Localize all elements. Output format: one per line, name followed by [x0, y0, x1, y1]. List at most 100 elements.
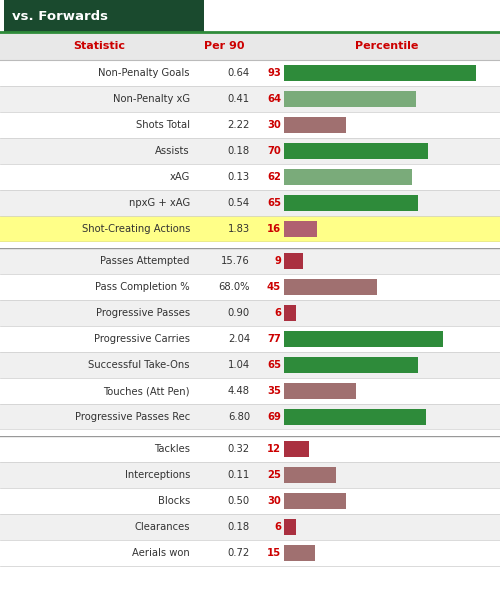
Bar: [284, 441, 308, 457]
Bar: [284, 65, 476, 81]
Text: Clearances: Clearances: [134, 522, 190, 532]
Text: 0.18: 0.18: [228, 522, 250, 532]
Text: Progressive Passes: Progressive Passes: [96, 308, 190, 318]
Bar: [284, 169, 412, 185]
Text: Successful Take-Ons: Successful Take-Ons: [88, 360, 190, 370]
Text: 16: 16: [267, 224, 281, 234]
Bar: [0, 274, 500, 300]
Bar: [284, 519, 296, 535]
Text: 2.04: 2.04: [228, 334, 250, 344]
Text: npxG + xAG: npxG + xAG: [129, 198, 190, 208]
Bar: [284, 383, 356, 399]
Text: 4.48: 4.48: [228, 386, 250, 396]
Text: Blocks: Blocks: [158, 496, 190, 506]
Bar: [284, 331, 442, 347]
Bar: [0, 514, 500, 540]
Text: 64: 64: [267, 94, 281, 104]
Bar: [0, 378, 500, 404]
Bar: [284, 493, 346, 509]
Bar: [0, 164, 500, 190]
Text: 35: 35: [267, 386, 281, 396]
Bar: [284, 279, 376, 295]
Bar: [0, 112, 500, 138]
Text: Passes Attempted: Passes Attempted: [100, 256, 190, 266]
Text: 6: 6: [274, 308, 281, 318]
Bar: [0, 242, 500, 248]
Bar: [0, 404, 500, 430]
Bar: [0, 430, 500, 436]
Text: 0.11: 0.11: [228, 470, 250, 480]
Text: 0.18: 0.18: [228, 146, 250, 156]
Text: 30: 30: [267, 496, 281, 506]
Text: Touches (Att Pen): Touches (Att Pen): [104, 386, 190, 396]
Text: Progressive Passes Rec: Progressive Passes Rec: [75, 412, 190, 422]
Text: Percentile: Percentile: [356, 41, 418, 51]
Text: 70: 70: [267, 146, 281, 156]
Text: 0.64: 0.64: [228, 68, 250, 78]
Bar: [284, 221, 317, 237]
Bar: [284, 143, 428, 159]
Bar: [0, 216, 500, 242]
Text: Pass Completion %: Pass Completion %: [96, 282, 190, 292]
Text: 93: 93: [267, 68, 281, 78]
Bar: [284, 409, 426, 425]
Text: Statistic: Statistic: [73, 41, 125, 51]
Text: Assists: Assists: [156, 146, 190, 156]
Text: 0.13: 0.13: [228, 172, 250, 182]
Text: 65: 65: [267, 360, 281, 370]
Bar: [284, 357, 418, 373]
Text: Non-Penalty xG: Non-Penalty xG: [113, 94, 190, 104]
Text: 0.54: 0.54: [228, 198, 250, 208]
Bar: [0, 300, 500, 326]
Text: 0.32: 0.32: [228, 444, 250, 454]
Text: 68.0%: 68.0%: [218, 282, 250, 292]
Text: Shots Total: Shots Total: [136, 120, 190, 130]
Bar: [0, 462, 500, 488]
Text: Shot-Creating Actions: Shot-Creating Actions: [82, 224, 190, 234]
Text: 6.80: 6.80: [228, 412, 250, 422]
Bar: [4, 0, 204, 32]
Text: 69: 69: [267, 412, 281, 422]
Bar: [0, 60, 500, 86]
Bar: [284, 545, 315, 561]
Text: 0.72: 0.72: [228, 548, 250, 558]
Text: Progressive Carries: Progressive Carries: [94, 334, 190, 344]
Text: 25: 25: [267, 470, 281, 480]
Bar: [284, 117, 346, 133]
Text: 62: 62: [267, 172, 281, 182]
Bar: [0, 540, 500, 566]
Text: 1.04: 1.04: [228, 360, 250, 370]
Text: 12: 12: [267, 444, 281, 454]
Bar: [0, 190, 500, 216]
Bar: [284, 195, 418, 211]
Bar: [284, 253, 302, 269]
Text: Tackles: Tackles: [154, 444, 190, 454]
Bar: [0, 32, 500, 60]
Text: 0.90: 0.90: [228, 308, 250, 318]
Text: 6: 6: [274, 522, 281, 532]
Bar: [0, 326, 500, 352]
Text: 15: 15: [267, 548, 281, 558]
Text: 9: 9: [274, 256, 281, 266]
Bar: [0, 436, 500, 462]
Text: Non-Penalty Goals: Non-Penalty Goals: [98, 68, 190, 78]
Bar: [0, 248, 500, 274]
Bar: [284, 305, 296, 321]
Text: vs. Forwards: vs. Forwards: [12, 9, 108, 23]
Bar: [0, 138, 500, 164]
Text: 1.83: 1.83: [228, 224, 250, 234]
Text: 77: 77: [267, 334, 281, 344]
Text: Interceptions: Interceptions: [124, 470, 190, 480]
Text: xAG: xAG: [170, 172, 190, 182]
Bar: [284, 91, 416, 107]
Bar: [0, 352, 500, 378]
Text: 45: 45: [267, 282, 281, 292]
Text: 65: 65: [267, 198, 281, 208]
Text: 30: 30: [267, 120, 281, 130]
Text: 0.41: 0.41: [228, 94, 250, 104]
Text: Per 90: Per 90: [204, 41, 244, 51]
Text: 0.50: 0.50: [228, 496, 250, 506]
Text: Aerials won: Aerials won: [132, 548, 190, 558]
Bar: [284, 467, 336, 483]
Text: 2.22: 2.22: [228, 120, 250, 130]
